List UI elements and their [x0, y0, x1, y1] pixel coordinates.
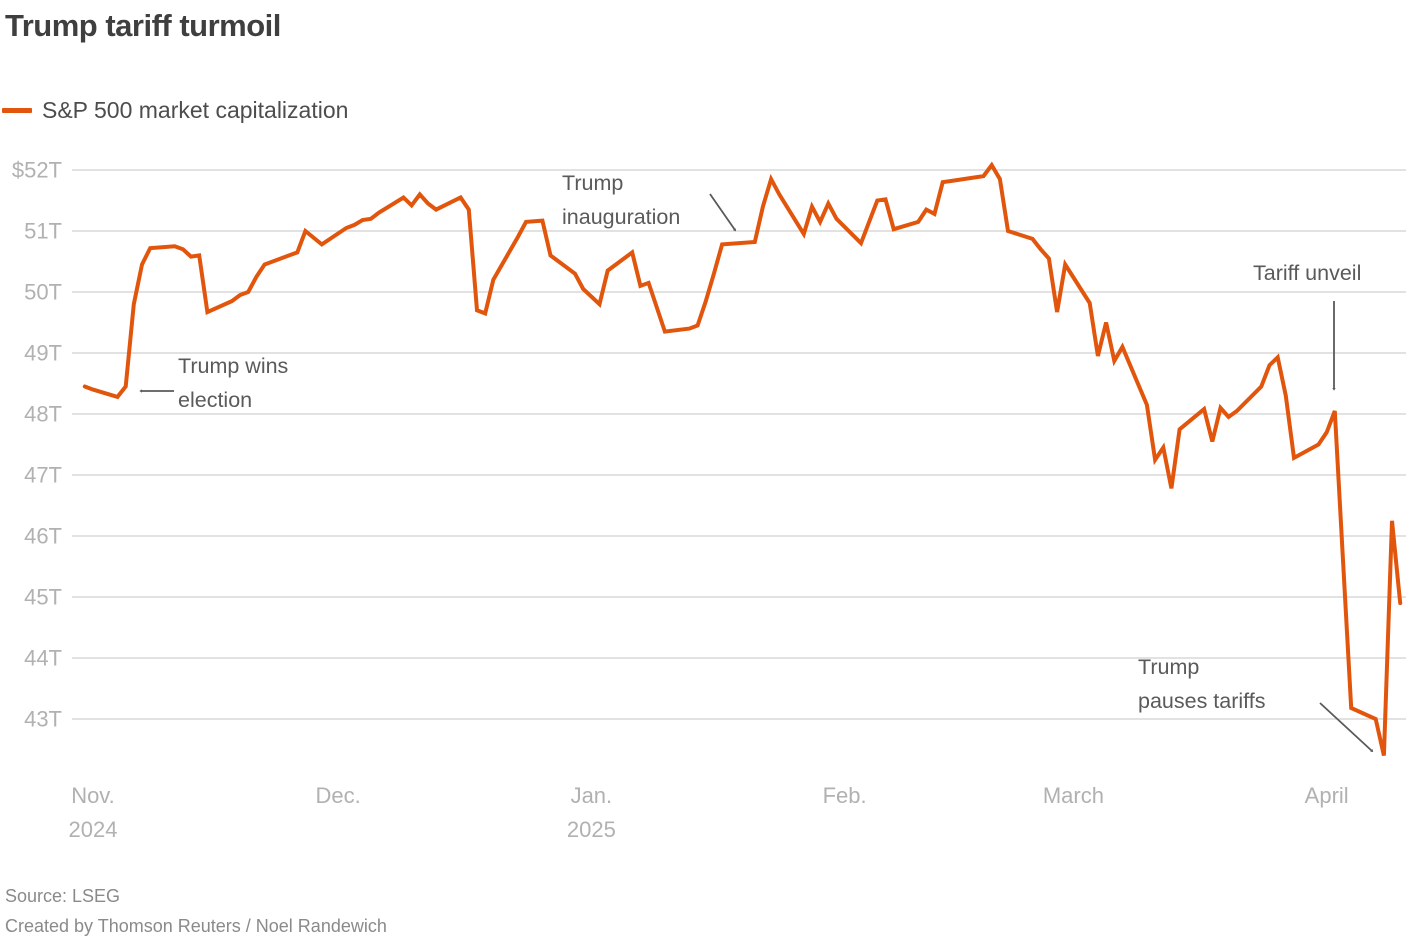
- y-tick-label: 51T: [24, 219, 62, 244]
- legend-label: S&P 500 market capitalization: [42, 97, 349, 123]
- annotation-arrow-trump-pauses-tariffs: [1319, 702, 1372, 751]
- footer-credit: Created by Thomson Reuters / Noel Randew…: [5, 916, 387, 936]
- x-tick-label: Nov.: [71, 783, 115, 808]
- y-tick-label: $52T: [12, 158, 62, 183]
- annotation-arrow-trump-inauguration: [709, 193, 735, 230]
- legend-swatch-line-icon: [2, 108, 32, 113]
- y-tick-label: 48T: [24, 402, 62, 427]
- x-tick-sublabel: 2025: [567, 817, 616, 842]
- y-tick-label: 50T: [24, 280, 62, 305]
- y-tick-label: 45T: [24, 585, 62, 610]
- x-tick-label: April: [1305, 783, 1349, 808]
- x-tick-sublabel: 2024: [69, 817, 118, 842]
- x-tick-label: Jan.: [571, 783, 613, 808]
- page-title: Trump tariff turmoil: [5, 8, 281, 43]
- y-tick-label: 44T: [24, 646, 62, 671]
- footer-source: Source: LSEG: [5, 886, 121, 906]
- y-tick-label: 46T: [24, 524, 62, 549]
- x-tick-label: Feb.: [823, 783, 867, 808]
- legend: S&P 500 market capitalization: [2, 97, 348, 124]
- x-tick-label: Dec.: [315, 783, 360, 808]
- y-tick-label: 43T: [24, 707, 62, 732]
- series-line-sp500: [82, 161, 1403, 757]
- x-tick-label: March: [1043, 783, 1104, 808]
- y-tick-label: 47T: [24, 463, 62, 488]
- y-tick-label: 49T: [24, 341, 62, 366]
